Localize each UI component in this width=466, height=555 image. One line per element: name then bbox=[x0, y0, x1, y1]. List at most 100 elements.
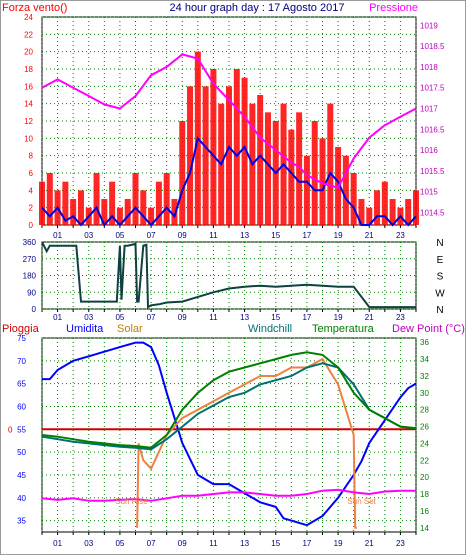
wind-bar bbox=[148, 207, 155, 225]
wind-direction-line bbox=[41, 241, 416, 309]
legend-humidity: Umidita bbox=[66, 323, 104, 335]
wind-bar bbox=[171, 199, 178, 225]
pressure-y-tick-label: 1017 bbox=[420, 105, 438, 114]
x-tick-label: 01 bbox=[53, 539, 62, 548]
temperature-y-tick-label: 18 bbox=[420, 490, 429, 499]
wind-bar bbox=[311, 121, 318, 225]
x-tick-label: 21 bbox=[365, 231, 374, 240]
pressure-y-tick-label: 1016.5 bbox=[420, 125, 445, 134]
wind-bar bbox=[179, 121, 186, 225]
direction-y-tick-label: 0 bbox=[32, 305, 37, 314]
wind-bar bbox=[381, 181, 388, 225]
wind-bar bbox=[187, 86, 194, 225]
x-tick-label: 15 bbox=[271, 313, 280, 322]
wind-bar bbox=[327, 103, 334, 225]
wind-bar bbox=[93, 173, 100, 225]
wind-bar bbox=[358, 199, 365, 225]
wind-force-label: Forza vento() bbox=[2, 2, 67, 14]
windchill-line bbox=[41, 362, 417, 451]
legend-rain: Pioggia bbox=[2, 323, 40, 335]
compass-label: E bbox=[437, 255, 444, 266]
temperature-y-tick-label: 14 bbox=[420, 524, 429, 533]
pressure-y-tick-label: 1014.5 bbox=[420, 209, 445, 218]
humidity-y-tick-label: 60 bbox=[17, 402, 26, 411]
temperature-y-tick-label: 34 bbox=[420, 355, 429, 364]
temperature-y-tick-label: 24 bbox=[420, 439, 429, 448]
temperature-y-tick-label: 36 bbox=[420, 338, 429, 347]
temperatura-line bbox=[41, 351, 417, 449]
direction-y-tick-label: 180 bbox=[23, 272, 37, 281]
wind-bar bbox=[374, 190, 381, 225]
humidity-y-tick-label: 40 bbox=[17, 494, 26, 503]
x-tick-label: 01 bbox=[53, 313, 62, 322]
x-tick-label: 05 bbox=[115, 231, 124, 240]
wind-bar bbox=[124, 199, 131, 225]
x-tick-label: 11 bbox=[209, 313, 218, 322]
wind-bar bbox=[233, 69, 240, 225]
wind-bar bbox=[101, 199, 108, 225]
x-tick-label: 17 bbox=[302, 313, 311, 322]
wind-average-line bbox=[41, 136, 417, 227]
wind-bar bbox=[226, 86, 232, 225]
wind-bar bbox=[202, 86, 209, 225]
wind-y-tick-label: 24 bbox=[24, 13, 33, 22]
sunrise-label: Sun Rise bbox=[115, 497, 148, 506]
wind-y-tick-label: 18 bbox=[24, 65, 33, 74]
pressure-y-tick-label: 1015 bbox=[420, 188, 438, 197]
pressure-line bbox=[41, 53, 417, 189]
compass-label: W bbox=[435, 288, 445, 299]
wind-bar bbox=[342, 155, 349, 225]
chart-marks-layer: 01 03 05 07 09 11 13 15 17 19 21 230246810121416182… bbox=[8, 13, 445, 548]
wind-bar bbox=[210, 69, 217, 225]
x-tick-label: 03 bbox=[84, 313, 93, 322]
x-tick-label: 09 bbox=[178, 539, 187, 548]
x-tick-label: 03 bbox=[84, 231, 93, 240]
x-tick-label: 07 bbox=[147, 539, 156, 548]
humidity-y-tick-label: 55 bbox=[17, 425, 26, 434]
temperature-y-tick-label: 32 bbox=[420, 372, 429, 381]
x-tick-label: 05 bbox=[115, 313, 124, 322]
wind-bar bbox=[62, 181, 69, 225]
pressure-label: Pressione bbox=[369, 2, 418, 14]
wind-bar bbox=[413, 190, 419, 225]
humidity-y-tick-label: 35 bbox=[17, 517, 26, 526]
direction-y-tick-label: 90 bbox=[27, 288, 36, 297]
temperature-y-tick-label: 26 bbox=[420, 423, 429, 432]
sunset-label: Sun Set bbox=[347, 497, 376, 506]
wind-bar bbox=[366, 207, 373, 225]
wind-y-tick-label: 12 bbox=[24, 117, 33, 126]
wind-y-tick-label: 16 bbox=[24, 82, 33, 91]
wind-bar bbox=[46, 173, 53, 225]
pressure-y-tick-label: 1015.5 bbox=[420, 167, 445, 176]
wind-bar bbox=[132, 173, 139, 225]
legend-windchill: Windchill bbox=[248, 323, 292, 335]
wind-bar bbox=[77, 190, 84, 225]
pressure-y-tick-label: 1017.5 bbox=[420, 84, 445, 93]
x-tick-label: 23 bbox=[396, 539, 405, 548]
x-tick-label: 13 bbox=[240, 231, 249, 240]
x-tick-label: 15 bbox=[271, 231, 280, 240]
x-tick-label: 09 bbox=[178, 313, 187, 322]
wind-bar bbox=[109, 181, 116, 225]
humidity-y-tick-label: 45 bbox=[17, 471, 26, 480]
wind-bar bbox=[155, 181, 162, 225]
x-tick-label: 21 bbox=[365, 539, 374, 548]
legend-dewpoint: Dew Point (°C) bbox=[392, 323, 465, 335]
wind-y-tick-label: 2 bbox=[29, 204, 34, 213]
x-tick-label: 09 bbox=[178, 231, 187, 240]
x-tick-label: 05 bbox=[115, 539, 124, 548]
humidity-y-tick-label: 50 bbox=[17, 448, 26, 457]
temperature-y-tick-label: 20 bbox=[420, 473, 429, 482]
temperature-y-tick-label: 16 bbox=[420, 507, 429, 516]
compass-label: N bbox=[436, 238, 443, 249]
x-tick-label: 07 bbox=[147, 231, 156, 240]
wind-bar bbox=[257, 95, 264, 225]
legend-temperature: Temperatura bbox=[312, 323, 375, 335]
wind-y-tick-label: 20 bbox=[24, 48, 33, 57]
legend-solar: Solar bbox=[117, 323, 143, 335]
wind-bar bbox=[116, 207, 123, 225]
wind-bar bbox=[140, 190, 147, 225]
x-tick-label: 23 bbox=[396, 313, 405, 322]
x-tick-label: 11 bbox=[209, 231, 218, 240]
temperature-y-tick-label: 28 bbox=[420, 406, 429, 415]
